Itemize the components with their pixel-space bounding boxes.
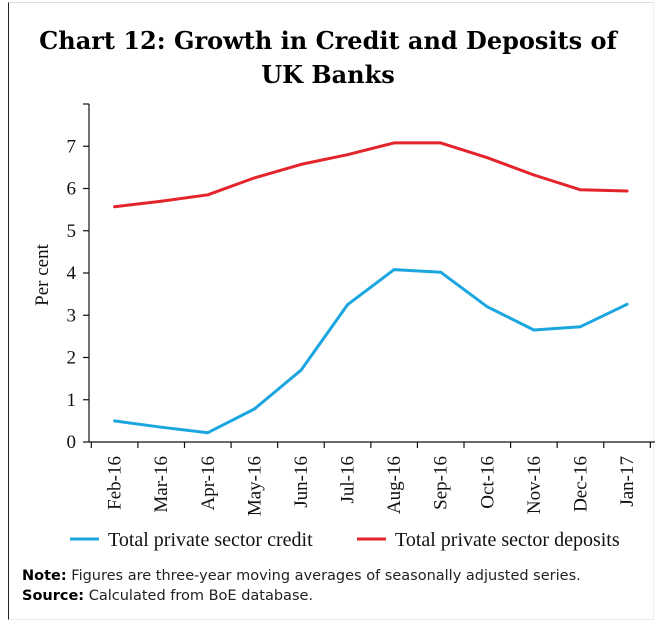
x-tick-label: Nov-16 xyxy=(524,456,545,514)
x-tick-label: Sep-16 xyxy=(431,456,452,510)
x-tick-label: Feb-16 xyxy=(105,456,126,510)
footnote-source: Source: Calculated from BoE database. xyxy=(22,586,642,606)
data-point xyxy=(485,305,489,309)
chart-frame xyxy=(8,2,654,620)
legend-label: Total private sector deposits xyxy=(395,529,620,551)
y-tick-label: 3 xyxy=(67,305,77,326)
data-point xyxy=(206,193,210,197)
data-point xyxy=(299,368,303,372)
data-point xyxy=(579,188,582,192)
note-text: Figures are three-year moving averages o… xyxy=(66,568,581,584)
chart-footer: Note: Figures are three-year moving aver… xyxy=(22,566,642,606)
data-point xyxy=(299,163,303,166)
x-tick-label: Jun-16 xyxy=(291,456,312,508)
y-axis-title: Per cent xyxy=(32,243,53,305)
series-2 xyxy=(113,141,629,209)
x-tick-label: Aug-16 xyxy=(384,456,405,514)
legend-item: Total private sector deposits xyxy=(357,529,620,551)
x-tick-label: Jul-16 xyxy=(338,456,359,504)
series-1 xyxy=(113,268,629,435)
data-point xyxy=(252,176,256,180)
data-point xyxy=(532,173,536,177)
data-point xyxy=(392,268,396,272)
data-point xyxy=(159,199,163,203)
series-line xyxy=(113,141,629,209)
source-label: Source: xyxy=(22,588,85,604)
y-tick-label: 7 xyxy=(67,136,77,157)
y-tick-label: 0 xyxy=(67,432,77,453)
data-point xyxy=(346,153,349,157)
data-point xyxy=(625,302,629,306)
series-line xyxy=(113,268,629,435)
footnote-note: Note: Figures are three-year moving aver… xyxy=(22,566,642,586)
data-point xyxy=(579,325,582,329)
chart-axes: 0 1 2 3 4 5 6 7 Per cent Feb-16 Mar-16 Apr-16 May-16… xyxy=(32,103,655,516)
data-point xyxy=(439,141,443,145)
x-tick-label: May-16 xyxy=(244,456,265,516)
data-point xyxy=(113,419,117,423)
x-tick-label: Jan-17 xyxy=(617,456,638,507)
note-label: Note: xyxy=(22,568,67,584)
data-point xyxy=(439,270,443,274)
chart-legend: Total private sector credit Total private… xyxy=(70,529,620,551)
legend-item: Total private sector credit xyxy=(70,529,313,551)
y-tick-label: 5 xyxy=(67,221,77,242)
y-tick-label: 2 xyxy=(67,348,77,369)
data-point xyxy=(392,141,396,145)
data-point xyxy=(625,189,629,193)
y-tick-label: 4 xyxy=(67,263,77,284)
source-text: Calculated from BoE database. xyxy=(84,588,314,604)
x-tick-label: Dec-16 xyxy=(570,456,591,512)
x-tick-label: Apr-16 xyxy=(198,456,219,511)
x-tick-label: Mar-16 xyxy=(151,456,172,513)
data-point xyxy=(113,205,117,209)
y-tick-label: 1 xyxy=(67,390,77,411)
legend-label: Total private sector credit xyxy=(108,529,313,551)
line-chart: 0 1 2 3 4 5 6 7 Per cent Feb-16 Mar-16 Apr-16 May-16… xyxy=(32,103,655,551)
y-tick-label: 6 xyxy=(67,179,77,200)
chart-series xyxy=(113,141,629,435)
data-point xyxy=(159,425,163,429)
data-point xyxy=(532,328,536,332)
data-point xyxy=(206,431,210,435)
chart-title: Chart 12: Growth in Credit and Deposits … xyxy=(39,26,617,89)
data-point xyxy=(485,156,489,160)
data-point xyxy=(252,407,256,411)
data-point xyxy=(346,303,349,307)
x-tick-label: Oct-16 xyxy=(477,456,498,509)
